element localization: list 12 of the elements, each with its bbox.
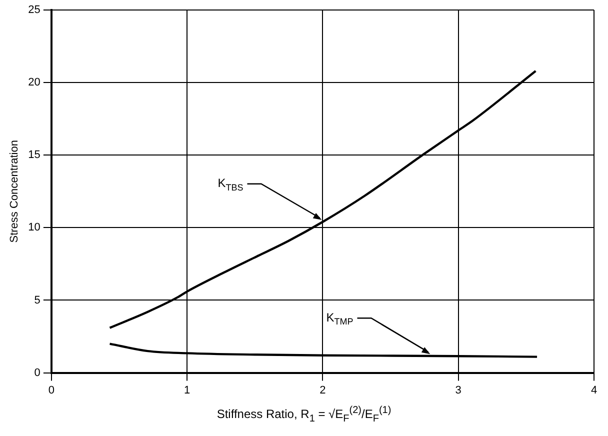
- x-tick-label: 4: [590, 384, 598, 396]
- y-axis-title: Stress Concentration: [8, 140, 21, 243]
- y-tick-label: 20: [28, 76, 40, 89]
- x-tick-label: 2: [320, 384, 326, 396]
- x-tick-label: 1: [184, 384, 190, 396]
- y-tick-label: 10: [28, 222, 40, 234]
- y-tick-label: 25: [28, 4, 40, 16]
- y-tick-label: 15: [28, 149, 40, 162]
- y-tick-label: 5: [34, 294, 40, 306]
- y-tick-label: 0: [34, 366, 40, 379]
- x-tick-label: 0: [48, 384, 54, 396]
- x-tick-label: 3: [455, 384, 462, 396]
